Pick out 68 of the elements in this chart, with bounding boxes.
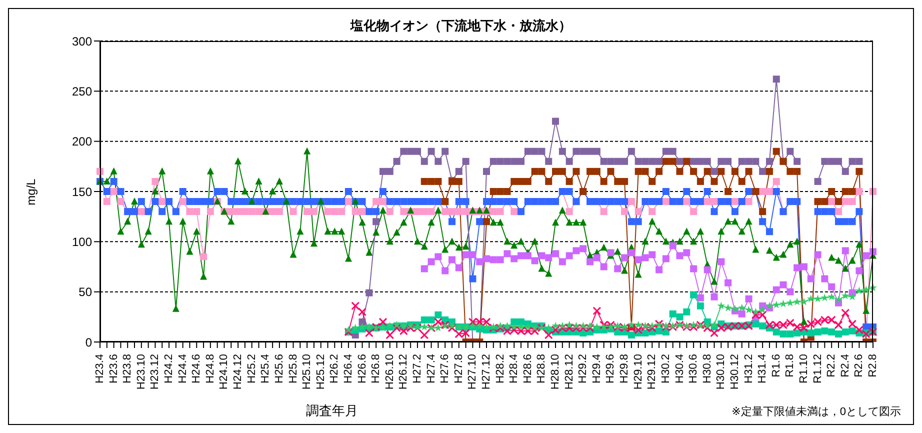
x-tick-label: H23.10 xyxy=(135,354,148,390)
x-tick-label: H29.6 xyxy=(604,354,617,384)
x-tick-label: H28.8 xyxy=(536,354,548,384)
x-tick-label: H25.10 xyxy=(301,354,314,390)
y-tick-label: 0 xyxy=(85,335,92,350)
x-tick-label: H28.12 xyxy=(563,354,576,390)
x-tick-label: H24.2 xyxy=(163,354,176,384)
x-tick-label: H24.6 xyxy=(190,354,203,384)
x-tick-label: H23.12 xyxy=(149,354,162,390)
x-tick-label: H30.10 xyxy=(715,354,728,390)
x-tick-label: H26.8 xyxy=(370,354,382,384)
y-tick-label: 200 xyxy=(72,134,92,149)
x-tick-label: R1.12 xyxy=(812,354,824,384)
x-tick-label: R1.8 xyxy=(784,354,796,378)
x-tick-label: H25.8 xyxy=(287,354,300,384)
text: ※定量下限値未満は，0として図示 xyxy=(732,404,901,419)
x-tick-label: H27.10 xyxy=(466,354,479,390)
y-tick-label: 50 xyxy=(78,285,92,300)
x-tick-label: H29.4 xyxy=(590,354,603,384)
x-tick-label: R2.2 xyxy=(826,354,838,378)
x-tick-label: H24.8 xyxy=(204,354,216,384)
x-tick-label: R1.6 xyxy=(770,354,782,378)
x-tick-label: H26.12 xyxy=(398,354,410,390)
x-tick-label: H28.2 xyxy=(494,354,506,384)
x-tick-label: H29.12 xyxy=(646,354,658,390)
x-tick-label: H24.12 xyxy=(232,354,244,390)
x-tick-label: H30.2 xyxy=(660,354,672,384)
y-tick-label: 250 xyxy=(72,84,92,98)
chart-title: 塩化物イオン（下流地下水・放流水） xyxy=(349,17,572,35)
y-axis-title: mg/L xyxy=(23,177,39,207)
x-tick-label: H29.10 xyxy=(632,354,644,390)
x-tick-label: H26.4 xyxy=(342,354,354,384)
x-axis-title: 調査年月 xyxy=(304,402,359,420)
x-tick-label: H27.6 xyxy=(439,354,452,384)
x-tick-label: R2.4 xyxy=(839,354,852,378)
x-tick-label: H27.2 xyxy=(411,354,424,384)
x-tick-label: H28.4 xyxy=(508,354,520,384)
x-tick-label: H29.8 xyxy=(618,354,631,384)
x-tick-label: H26.6 xyxy=(356,354,368,384)
x-tick-label: H30.4 xyxy=(674,354,686,384)
x-tick-label: H26.10 xyxy=(384,354,396,390)
x-tick-label: H28.6 xyxy=(522,354,534,384)
x-tick-label: R2.8 xyxy=(867,354,879,378)
x-tick-label: H30.12 xyxy=(728,354,741,390)
y-tick-label: 300 xyxy=(72,34,92,48)
x-tick-label: H29.2 xyxy=(577,354,590,384)
x-tick-label: H28.10 xyxy=(550,354,562,390)
x-tick-label: H30.6 xyxy=(688,354,700,384)
x-tick-label: H31.2 xyxy=(742,354,755,384)
x-tick-label: H27.4 xyxy=(425,354,438,384)
y-tick-label: 150 xyxy=(72,184,92,199)
x-tick-label: H25.4 xyxy=(260,354,272,384)
x-tick-label: H23.6 xyxy=(108,354,120,384)
x-tick-label: H25.2 xyxy=(246,354,258,384)
x-tick-label: H24.4 xyxy=(176,354,189,384)
x-tick-label: H25.6 xyxy=(273,354,286,384)
x-tick-label: H25.12 xyxy=(314,354,327,390)
y-tick-label: 100 xyxy=(72,234,92,249)
x-tick-label: H26.2 xyxy=(328,354,341,384)
x-tick-label: R2.6 xyxy=(853,354,866,378)
x-tick-label: H27.12 xyxy=(480,354,492,390)
x-tick-label: H24.10 xyxy=(218,354,230,390)
x-tick-label: H27.8 xyxy=(452,354,465,384)
x-tick-label: H31.4 xyxy=(756,354,769,384)
x-tick-label: R1.10 xyxy=(798,354,810,384)
x-tick-label: H30.8 xyxy=(701,354,714,384)
x-tick-label: H23.4 xyxy=(94,354,106,384)
x-tick-label: H23.8 xyxy=(122,354,134,384)
